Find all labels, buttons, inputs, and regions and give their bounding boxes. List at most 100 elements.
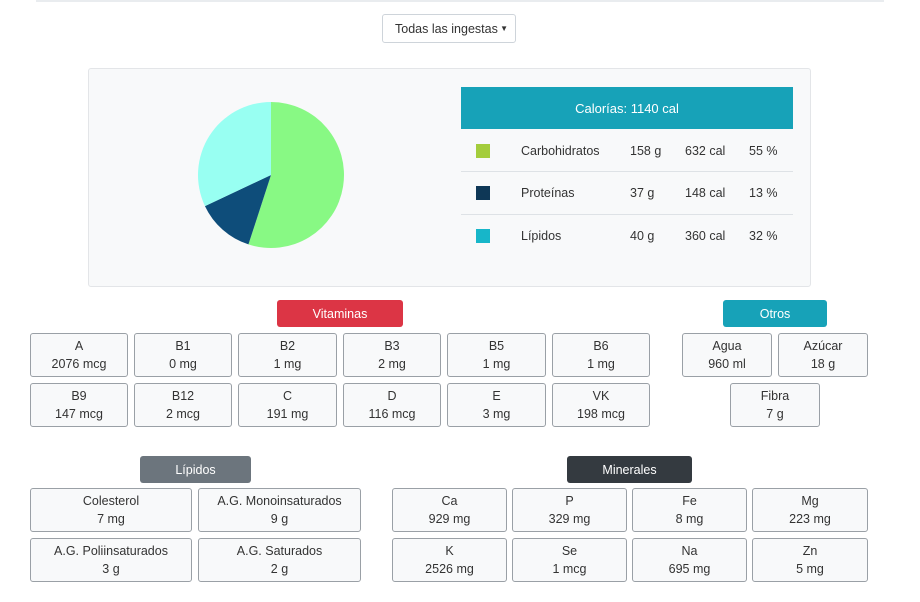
minerales-button[interactable]: Minerales [567,456,692,483]
nutrient-name: B6 [593,339,609,353]
nutrient-name: K [445,544,454,558]
nutrient-name: A.G. Saturados [236,544,323,558]
vitaminas-label: Vitaminas [312,306,368,321]
nutrient-name: Azúcar [803,339,843,353]
calories-summary-panel: Calorías: 1140 cal Carbohidratos 158 g 6… [88,68,811,287]
nutrient-name: Ca [441,494,458,508]
mineral-tile-k: K 2526 mg [392,538,507,582]
vitaminas-button[interactable]: Vitaminas [277,300,403,327]
nutrient-value: 1 mg [587,357,615,371]
nutrient-value: 1 mg [273,357,302,371]
mineral-tile-p: P 329 mg [512,488,627,532]
nutrient-value: 198 mcg [577,407,625,421]
lipids-swatch [476,229,490,243]
nutrient-value: 3 g [102,562,120,576]
nutrient-value: 7 mg [97,512,125,526]
pie-slice-lipidos [197,102,271,207]
macro-grams: 40 g [630,229,655,243]
nutrient-value: 3 mg [482,407,511,421]
nutrient-value: 2526 mg [425,562,474,576]
other-tile-fibra: Fibra 7 g [730,383,820,427]
nutrient-value: 1 mcg [552,562,587,576]
pie-slice-proteinas [204,175,271,245]
macro-percent: 55 % [749,143,778,158]
lipid-tile-poliinsaturados: A.G. Poliinsaturados 3 g [30,538,192,582]
calories-header: Calorías: 1140 cal [461,87,793,129]
nutrient-name: P [565,494,574,508]
otros-button[interactable]: Otros [723,300,827,327]
vitamin-tile-b12: B12 2 mcg [134,383,232,427]
minerales-label: Minerales [602,462,657,477]
macros-pie-chart [197,102,344,249]
macro-row-carbs: Carbohidratos 158 g 632 cal 55 % [461,129,793,172]
nutrient-name: A.G. Monoinsaturados [217,494,342,508]
vitamin-tile-b6: B6 1 mg [552,333,650,377]
nutrient-name: B2 [279,339,296,353]
nutrient-name: Se [561,544,578,558]
other-tile-agua: Agua 960 ml [682,333,772,377]
lipid-tile-saturados: A.G. Saturados 2 g [198,538,361,582]
macro-row-proteins: Proteínas 37 g 148 cal 13 % [461,171,793,214]
nutrient-name: VK [592,389,610,403]
nutrient-value: 18 g [810,357,836,371]
nutrient-value: 0 mg [169,357,197,371]
nutrient-name: Agua [712,339,742,353]
other-tile-azucar: Azúcar 18 g [778,333,868,377]
vitamin-tile-b2: B2 1 mg [238,333,337,377]
mineral-tile-ca: Ca 929 mg [392,488,507,532]
nutrient-name: Mg [801,494,819,508]
vitamin-tile-d: D 116 mcg [343,383,441,427]
mineral-tile-fe: Fe 8 mg [632,488,747,532]
mineral-tile-na: Na 695 mg [632,538,747,582]
macro-grams: 158 g [630,143,662,158]
lipid-tile-colesterol: Colesterol 7 mg [30,488,192,532]
nutrient-name: Na [681,544,698,558]
nutrient-name: Fibra [760,389,790,403]
proteins-swatch [476,186,490,200]
nutrient-name: Colesterol [82,494,140,508]
vitamin-tile-a: A 2076 mcg [30,333,128,377]
meal-filter-select[interactable]: Todas las ingestas ▼ [382,14,516,43]
macro-row-lipids: Lípidos 40 g 360 cal 32 % [461,214,793,257]
nutrient-name: E [492,389,501,403]
nutrient-name: A.G. Poliinsaturados [54,544,168,558]
vitamin-tile-b1: B1 0 mg [134,333,232,377]
nutrient-name: A [74,339,84,353]
nutrient-value: 8 mg [675,512,704,526]
macro-grams: 37 g [630,186,655,200]
lipid-tile-monoinsaturados: A.G. Monoinsaturados 9 g [198,488,361,532]
pie-slice-carbohidratos [248,102,344,249]
vitamin-tile-vk: VK 198 mcg [552,383,650,427]
nutrient-value: 147 mcg [55,407,103,421]
nutrient-value: 9 g [270,512,289,526]
nutrient-value: 960 ml [708,357,746,371]
nutrient-name: B1 [175,339,191,353]
macro-name: Lípidos [521,229,562,243]
nutrient-value: 116 mcg [368,407,416,421]
nutrient-name: C [282,389,293,403]
nutrient-name: Zn [802,544,818,558]
carbs-swatch [476,143,490,158]
vitamin-tile-b3: B3 2 mg [343,333,441,377]
lipidos-label: Lípidos [175,462,216,477]
macro-percent: 13 % [749,186,778,200]
top-divider [36,0,884,2]
macro-calories: 632 cal [685,143,726,158]
macro-name: Proteínas [521,186,575,200]
nutrient-value: 2 mg [378,357,406,371]
vitamin-tile-e: E 3 mg [447,383,546,427]
macro-calories: 148 cal [685,186,726,200]
nutrient-value: 5 mg [796,562,824,576]
mineral-tile-mg: Mg 223 mg [752,488,868,532]
macro-name: Carbohidratos [521,143,600,158]
lipidos-button[interactable]: Lípidos [140,456,251,483]
calories-total: Calorías: 1140 cal [575,100,679,116]
nutrient-value: 1 mg [482,357,511,371]
mineral-tile-se: Se 1 mcg [512,538,627,582]
nutrient-name: B5 [488,339,505,353]
nutrient-name: B9 [71,389,87,403]
nutrient-value: 7 g [766,407,784,421]
nutrient-value: 329 mg [548,512,591,526]
nutrient-value: 2076 mcg [51,357,107,371]
nutrient-value: 2 mcg [165,407,201,421]
